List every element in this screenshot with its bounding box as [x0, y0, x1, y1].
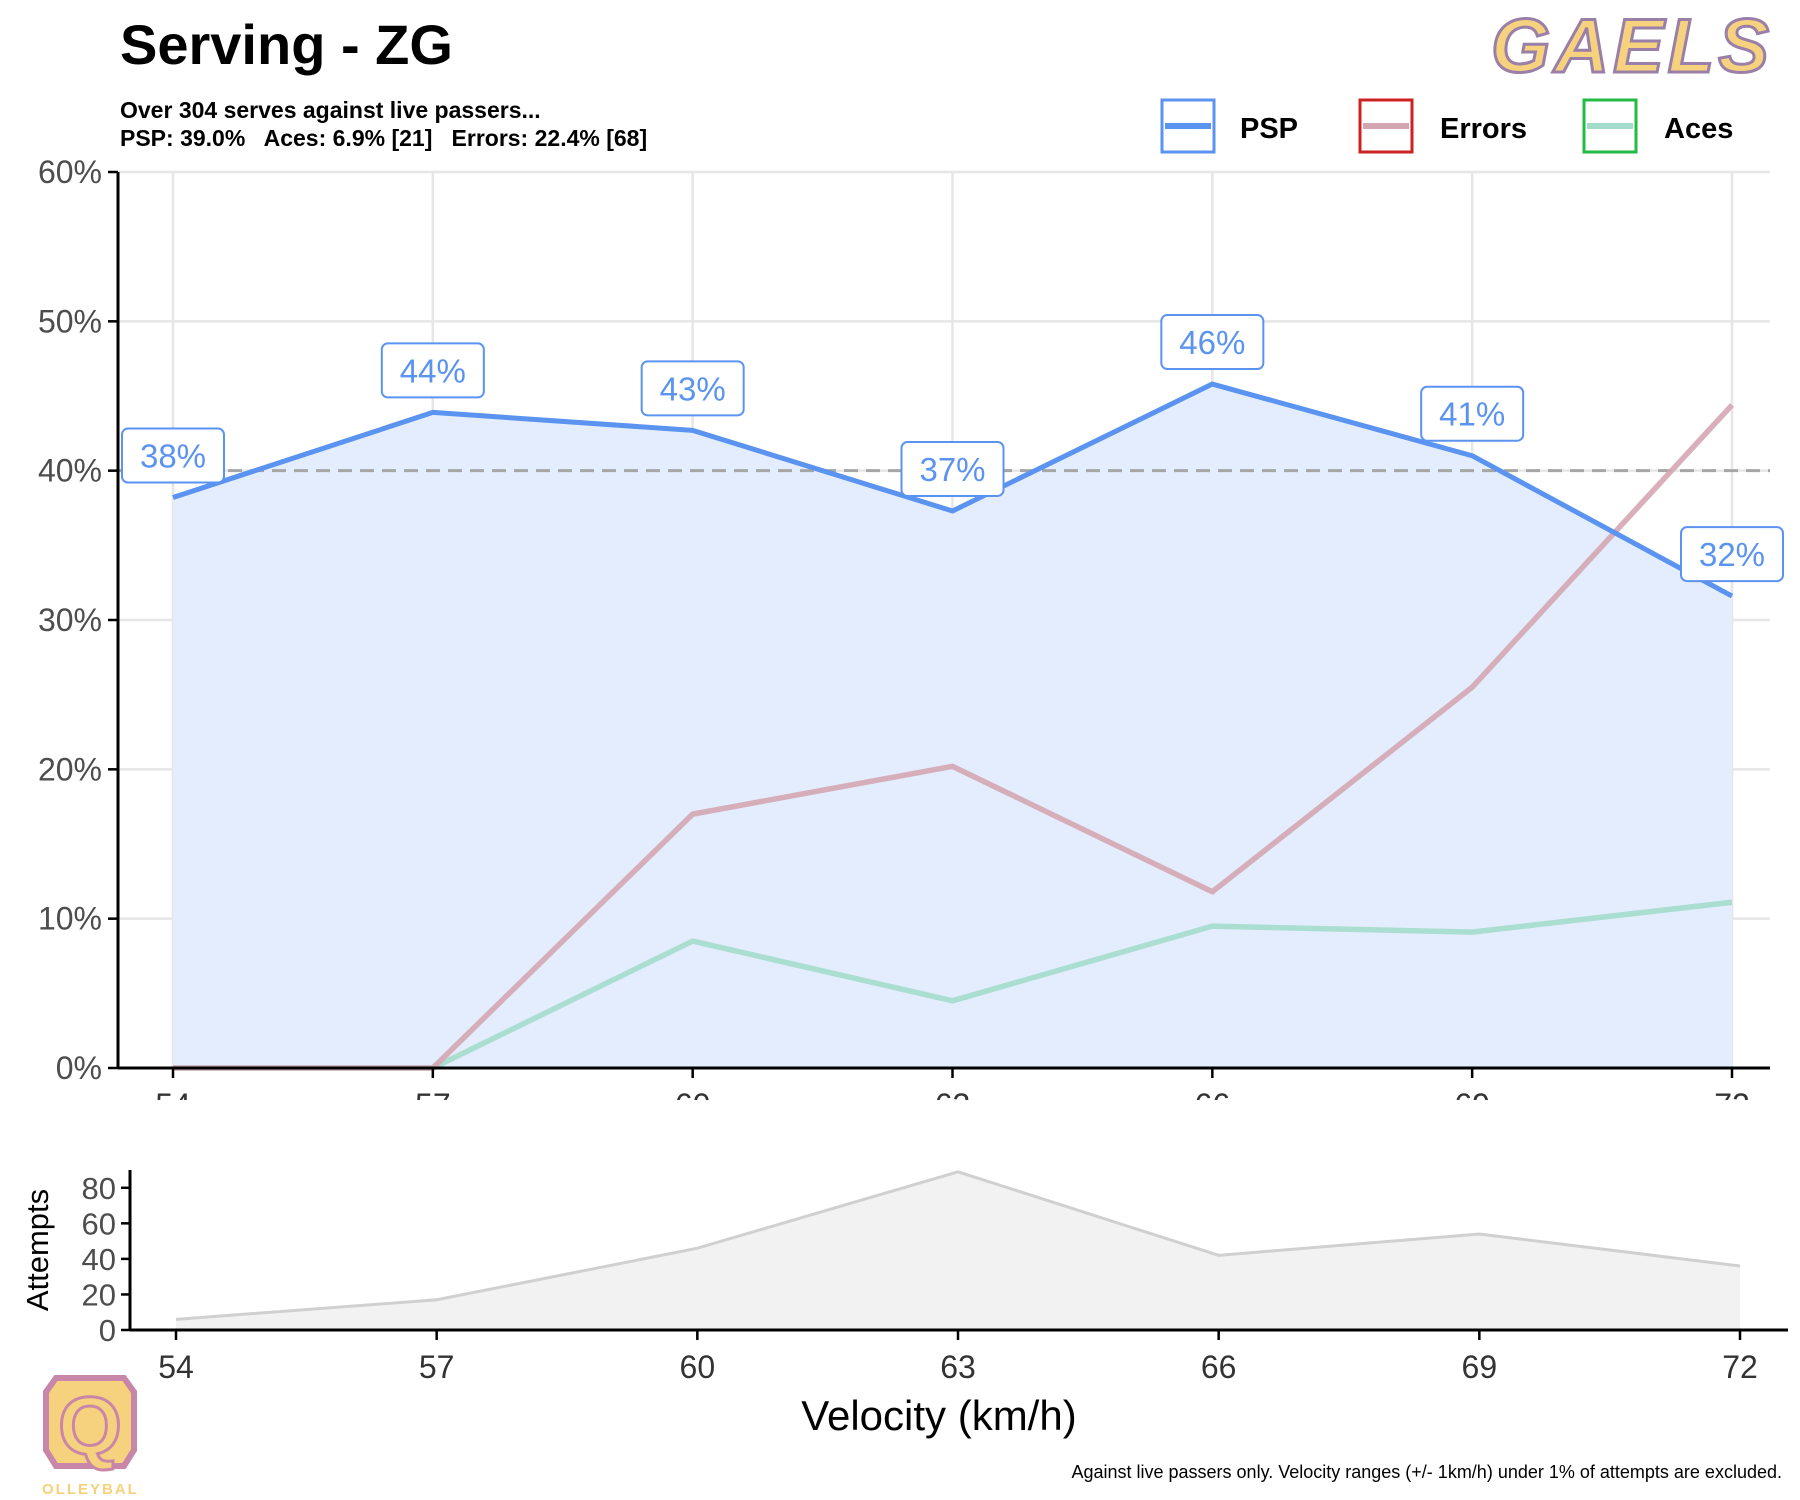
attempts-x-tick-label: 54	[158, 1349, 194, 1385]
y-tick-label: 20%	[38, 751, 102, 787]
attempts-x-tick-label: 69	[1462, 1349, 1498, 1385]
attempts-x-tick-label: 57	[419, 1349, 455, 1385]
attempts-x-tick-label: 60	[680, 1349, 716, 1385]
attempts-x-tick-label: 66	[1201, 1349, 1237, 1385]
chart-subtitle: Over 304 serves against live passers... …	[120, 96, 647, 152]
x-tick-label: 54	[155, 1087, 191, 1100]
attempts-line	[175, 1170, 1741, 1321]
x-tick-label: 60	[675, 1087, 711, 1100]
psp-data-label-box	[1420, 385, 1525, 442]
q-logo-letter: Q	[58, 1381, 122, 1472]
gaels-logo-text: GAELS	[1492, 8, 1772, 88]
x-tick-label: 63	[935, 1087, 971, 1100]
psp-data-label-box	[1160, 314, 1265, 371]
x-axis-title: Velocity (km/h)	[801, 1392, 1076, 1439]
series-line-psp	[172, 381, 1734, 599]
psp-data-label: 46%	[1179, 324, 1245, 361]
attempts-y-tick-label: 80	[82, 1171, 116, 1206]
psp-data-label: 32%	[1699, 536, 1765, 573]
attempts-y-tick-label: 20	[82, 1277, 116, 1312]
psp-area-fill	[173, 384, 1732, 1068]
q-volleyball-logo: Q VOLLEYBALL	[40, 1375, 140, 1498]
subtitle-line-2: PSP: 39.0% Aces: 6.9% [21] Errors: 22.4%…	[120, 125, 648, 151]
gaels-logo: GAELS	[1492, 8, 1772, 88]
chart-title: Serving - ZG	[120, 13, 453, 76]
y-tick-label: 50%	[38, 303, 102, 339]
psp-data-label-box	[640, 360, 745, 417]
attempts-x-tick-label: 63	[940, 1349, 976, 1385]
attempts-y-tick-label: 60	[82, 1206, 116, 1241]
psp-data-label-box	[121, 427, 225, 484]
x-tick-label: 72	[1714, 1087, 1750, 1100]
psp-data-label: 41%	[1439, 396, 1505, 433]
legend-label-errors: Errors	[1440, 113, 1527, 145]
x-tick-label: 66	[1195, 1087, 1231, 1100]
footnote: Against live passers only. Velocity rang…	[1071, 1462, 1782, 1482]
q-logo-word: VOLLEYBALL	[40, 1481, 140, 1498]
subtitle-line-1: Over 304 serves against live passers...	[120, 97, 541, 123]
attempts-area-fill	[176, 1171, 1740, 1330]
y-tick-label: 0%	[56, 1050, 102, 1086]
attempts-y-axis-label: Attempts	[20, 1189, 55, 1311]
psp-data-label: 44%	[400, 352, 466, 389]
psp-data-label-box	[1680, 526, 1784, 583]
attempts-x-tick-label: 72	[1722, 1349, 1758, 1385]
legend-label-aces: Aces	[1664, 113, 1733, 145]
psp-data-label: 37%	[919, 451, 985, 488]
x-tick-label: 57	[415, 1087, 451, 1100]
psp-data-label: 43%	[660, 370, 726, 407]
psp-chart: 0% 10% 20% 30% 40% 50% 60% 54 57 60 63 66 69 72 38% 44%…	[38, 98, 1784, 1100]
y-tick-label: 30%	[38, 602, 102, 638]
psp-data-label: 38%	[140, 438, 206, 475]
y-tick-label: 40%	[38, 453, 102, 489]
y-tick-label: 60%	[38, 154, 102, 190]
attempts-y-tick-label: 40	[82, 1242, 116, 1277]
psp-data-label-box	[380, 342, 485, 399]
attempts-y-tick-label: 0	[99, 1313, 116, 1348]
x-tick-label: 69	[1454, 1087, 1490, 1100]
y-tick-label: 10%	[38, 901, 102, 937]
psp-data-label-box	[900, 440, 1005, 497]
legend-label-psp: PSP	[1240, 113, 1298, 145]
